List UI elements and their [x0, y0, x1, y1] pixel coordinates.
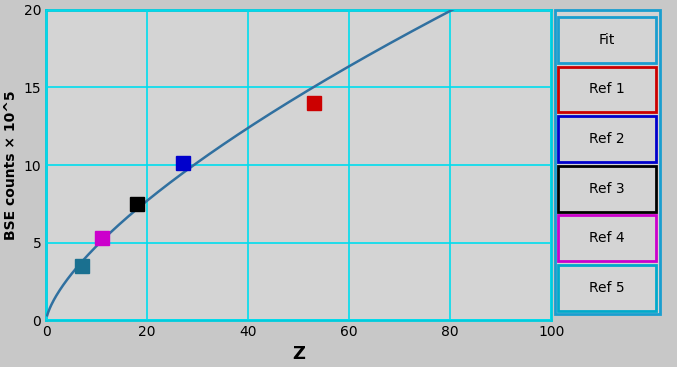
Text: Ref 2: Ref 2 [590, 132, 625, 146]
Text: Ref 1: Ref 1 [589, 83, 625, 97]
Text: Ref 4: Ref 4 [590, 231, 625, 245]
Text: Ref 5: Ref 5 [590, 281, 625, 295]
Text: Ref 3: Ref 3 [590, 182, 625, 196]
X-axis label: Z: Z [292, 345, 305, 363]
Y-axis label: BSE counts × 10^5: BSE counts × 10^5 [4, 90, 18, 240]
Text: Fit: Fit [599, 33, 615, 47]
